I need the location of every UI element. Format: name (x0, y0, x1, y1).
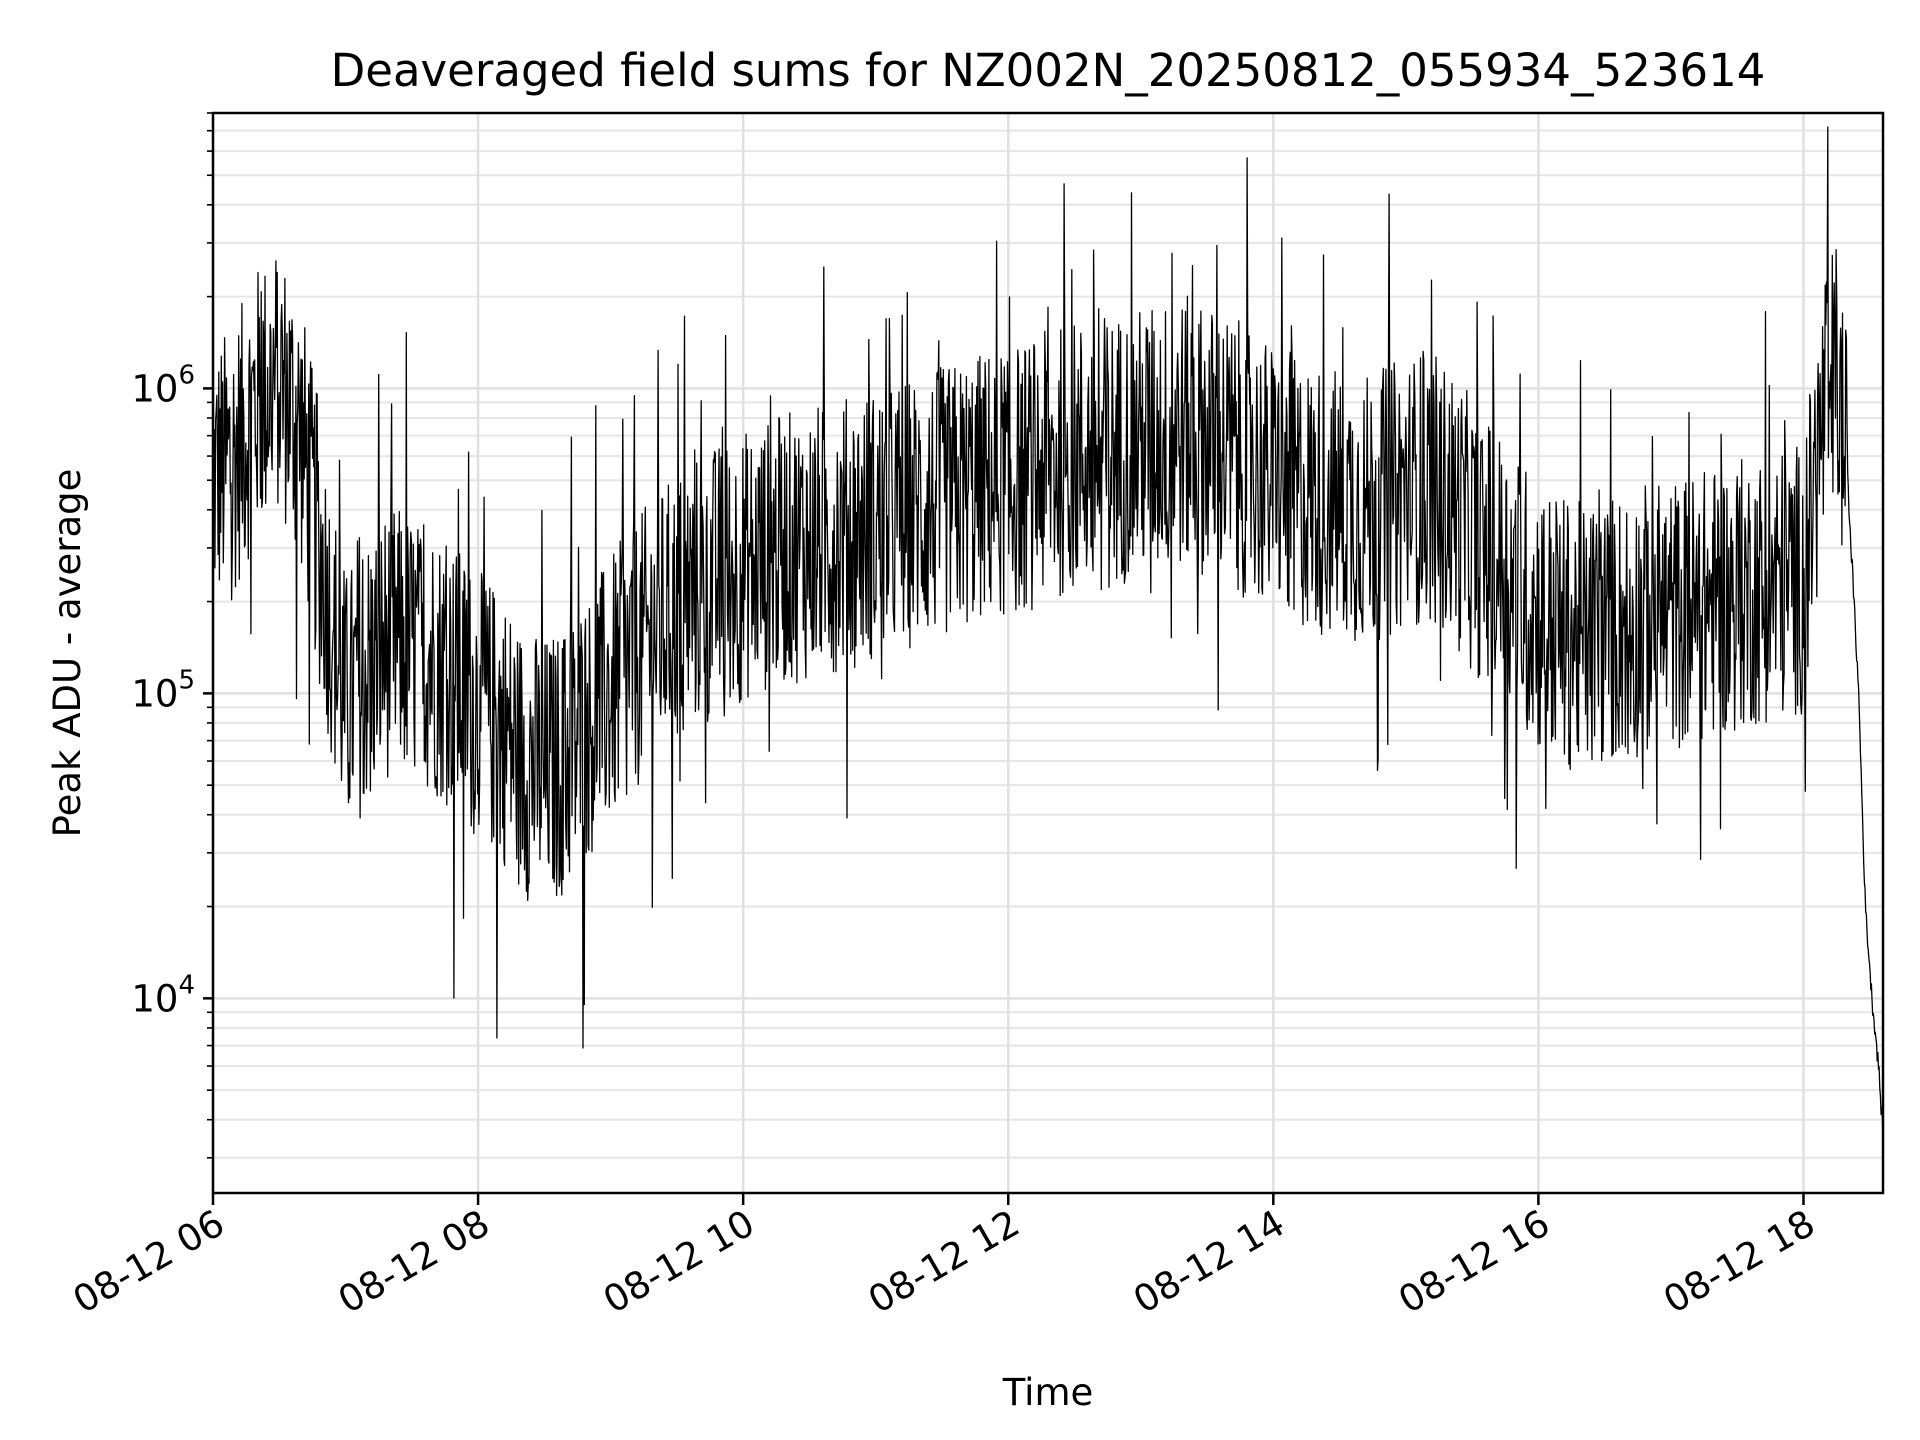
plot-frame (211, 111, 1885, 1195)
y-tick-exponent: 6 (178, 360, 195, 390)
x-tick-label: 08-12 10 (596, 1202, 762, 1322)
chart-title: Deaveraged field sums for NZ002N_2025081… (331, 44, 1766, 97)
x-tick-label: 08-12 18 (1656, 1202, 1822, 1322)
y-axis-label: Peak ADU - average (46, 469, 89, 838)
y-tick-exponent: 5 (178, 665, 195, 695)
x-tick-label: 08-12 16 (1391, 1202, 1557, 1322)
x-tick-label: 08-12 08 (331, 1202, 497, 1322)
x-axis-label: Time (1002, 1371, 1094, 1414)
y-tick-base: 10 (131, 672, 178, 715)
y-tick-label: 106 (131, 360, 195, 410)
series-layer (212, 126, 1884, 1146)
x-tick-label: 08-12 12 (861, 1202, 1027, 1322)
y-tick-label: 105 (131, 665, 195, 715)
y-tick-base: 10 (131, 977, 178, 1020)
x-tick-label: 08-12 14 (1126, 1202, 1292, 1322)
x-tick-label: 08-12 06 (66, 1202, 232, 1322)
series-line (212, 126, 1884, 1146)
y-tick-label: 104 (131, 970, 195, 1020)
y-tick-exponent: 4 (178, 970, 195, 1000)
y-tick-base: 10 (131, 367, 178, 410)
